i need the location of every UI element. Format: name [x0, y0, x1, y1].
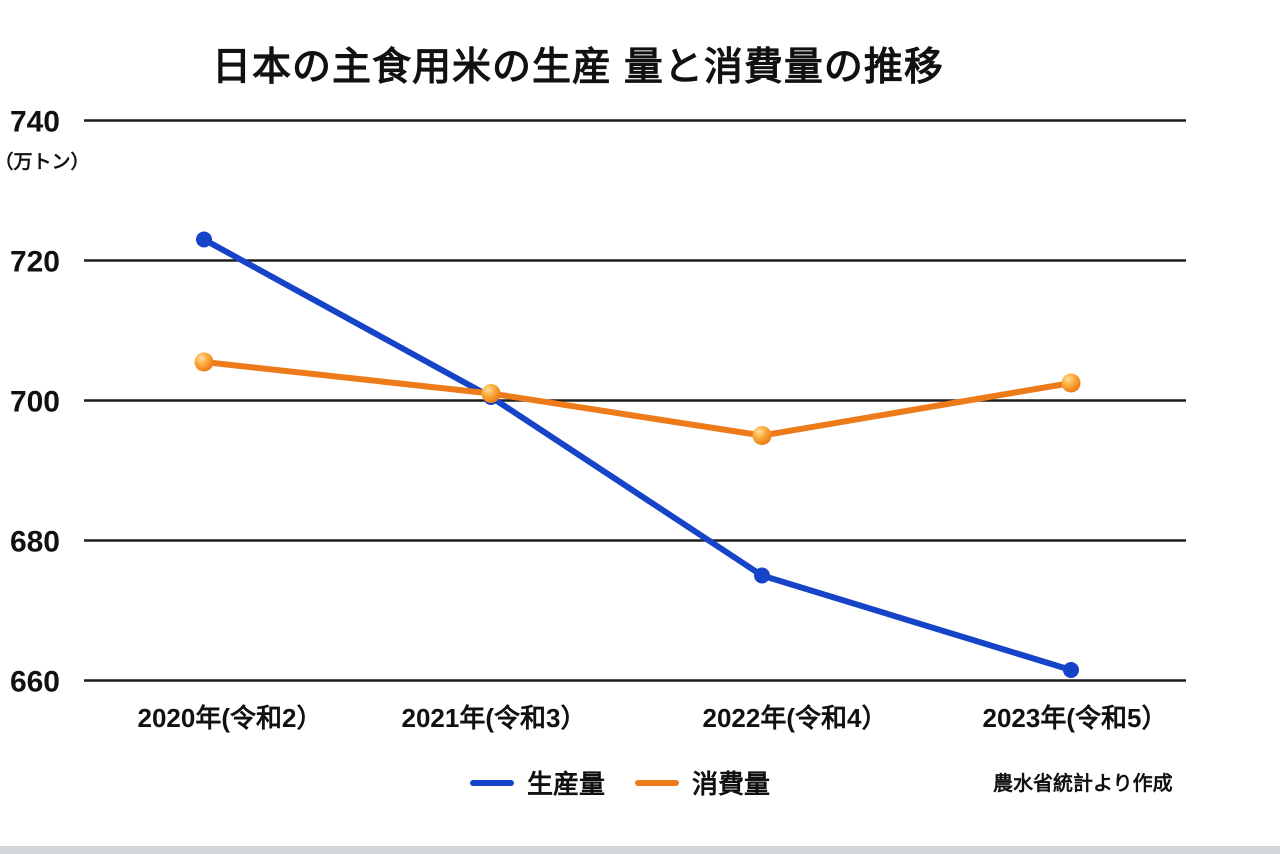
- window-bottom-strip: [0, 846, 1280, 854]
- source-note: 農水省統計より作成: [993, 773, 1173, 795]
- data-point-production: [1063, 662, 1079, 678]
- data-point-consumption: [481, 384, 501, 403]
- y-tick-label: 660: [10, 666, 60, 699]
- data-point-production: [754, 567, 770, 584]
- x-tick-label: 2023年(令和5）: [983, 703, 1168, 733]
- series-line-consumption: [201, 359, 1074, 439]
- legend-swatch-consumption-line: [635, 779, 680, 786]
- y-axis-unit-label: （万トン）: [0, 150, 90, 173]
- legend-label-production: 生産量: [527, 769, 606, 799]
- x-tick-label: 2021年(令和3）: [402, 703, 587, 733]
- data-point-consumption: [752, 426, 772, 445]
- data-point-production: [196, 231, 212, 248]
- y-tick-label: 700: [10, 386, 60, 419]
- legend-item-production: 生産量: [470, 764, 605, 801]
- x-tick-label: 2022年(令和4）: [703, 703, 888, 733]
- y-tick-label: 680: [10, 526, 60, 559]
- line-chart-plot: 740 720 700 680 660 （万トン） 2020年(令和2） 2021年(令和3）…: [0, 106, 1186, 733]
- data-point-consumption: [194, 352, 214, 372]
- y-tick-label: 720: [10, 246, 60, 279]
- y-tick-label: 740: [10, 106, 60, 139]
- legend-item-consumption: 消費量: [635, 764, 770, 801]
- x-tick-label: 2020年(令和2）: [138, 703, 323, 733]
- chart-title: 日本の主食用米の生産 量と消費量の推移: [212, 46, 944, 89]
- chart-legend: 生産量 消費量: [470, 764, 770, 801]
- series-line-production: [201, 236, 1074, 673]
- data-point-consumption: [1061, 373, 1081, 393]
- legend-label-consumption: 消費量: [692, 769, 771, 799]
- legend-swatch-production-line: [470, 779, 514, 786]
